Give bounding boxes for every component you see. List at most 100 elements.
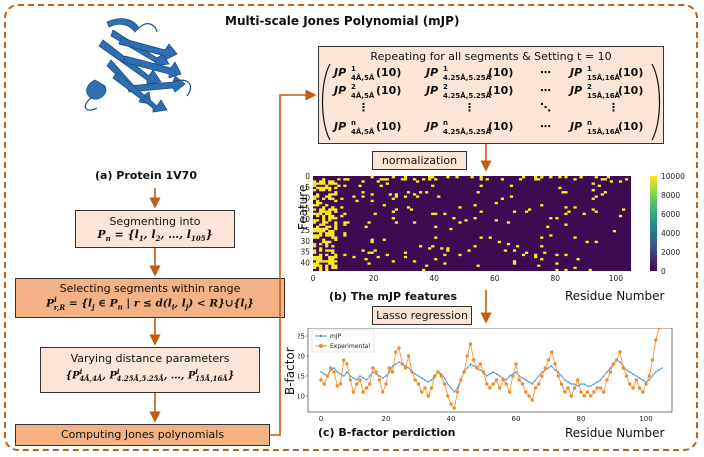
heatmap-cell xyxy=(319,208,323,211)
svg-text:1: 1 xyxy=(351,65,356,73)
heatmap-cell xyxy=(594,240,598,244)
point-mjp xyxy=(398,361,400,363)
heatmap-cell xyxy=(313,258,317,261)
point-experimental xyxy=(384,382,388,386)
heatmap-cell xyxy=(412,260,417,263)
heatmap-cell xyxy=(319,258,323,261)
heatmap-cell xyxy=(479,184,483,187)
point-mjp xyxy=(495,373,498,375)
heatmap-cell xyxy=(479,210,483,213)
heatmap-cell xyxy=(319,223,323,226)
point-mjp xyxy=(339,373,342,375)
bfactor-xtick: 100 xyxy=(639,415,652,423)
heatmap-cell xyxy=(400,178,405,181)
heatmap-cell xyxy=(412,221,417,224)
point-experimental xyxy=(602,390,606,394)
heatmap-cell xyxy=(512,210,517,213)
heatmap-cell xyxy=(331,197,335,200)
heatmap-cell xyxy=(328,260,332,263)
heatmap-cell xyxy=(603,178,607,181)
heatmap-cell xyxy=(322,206,326,209)
heatmap-cell xyxy=(434,258,438,261)
point-experimental xyxy=(420,390,424,394)
heatmap-cell xyxy=(540,258,544,261)
point-experimental xyxy=(517,378,521,382)
heatmap-ylabel: Feature xyxy=(296,184,310,230)
heatmap-cell xyxy=(319,234,323,237)
point-mjp xyxy=(505,379,508,381)
heatmap-plot-area xyxy=(313,176,631,271)
heatmap-caption: (b) The mJP features xyxy=(329,290,458,303)
point-experimental xyxy=(520,382,525,386)
heatmap-cell xyxy=(422,178,426,181)
heatmap-cell xyxy=(331,236,335,239)
heatmap-cell xyxy=(328,182,332,185)
heatmap-cell xyxy=(319,268,323,272)
point-mjp xyxy=(563,379,566,381)
point-mjp xyxy=(521,377,524,379)
heatmap-cell xyxy=(322,260,326,263)
heatmap-cell xyxy=(458,206,462,209)
point-mjp xyxy=(648,379,651,381)
heatmap-cell xyxy=(328,188,332,192)
heatmap-cell xyxy=(334,193,338,196)
heatmap-cell xyxy=(316,195,320,198)
bfactor-ytick: 10 xyxy=(298,393,305,401)
point-mjp xyxy=(583,383,586,385)
heatmap-cell xyxy=(470,176,474,179)
point-mjp xyxy=(456,387,459,389)
heatmap-cell xyxy=(518,178,523,181)
heatmap-ytick: 35 xyxy=(300,248,310,257)
point-experimental xyxy=(605,378,609,382)
heatmap-cell xyxy=(313,242,317,246)
varying-formula: {Pi4Å,4Å, Pi4.25Å,5.25Å, …, Pi15Å,16Å} xyxy=(65,367,235,384)
point-mjp xyxy=(534,379,537,381)
heatmap-cell xyxy=(540,245,544,248)
heatmap-cell xyxy=(534,176,538,179)
heatmap-cell xyxy=(555,253,559,257)
heatmap-cell xyxy=(316,204,320,207)
point-mjp xyxy=(320,371,322,373)
protein-structure-image xyxy=(84,18,192,113)
heatmap-cell xyxy=(325,268,329,272)
heatmap-cell xyxy=(364,258,368,261)
point-experimental xyxy=(550,350,554,354)
svg-text:⋯: ⋯ xyxy=(540,84,551,97)
heatmap-cell xyxy=(322,188,326,192)
point-mjp xyxy=(547,367,550,369)
heatmap-cell xyxy=(379,184,383,187)
point-experimental xyxy=(442,382,447,386)
point-experimental xyxy=(582,394,586,398)
point-mjp xyxy=(323,373,326,375)
heatmap-cell xyxy=(370,238,374,241)
heatmap-cell xyxy=(446,176,450,179)
heatmap-cell xyxy=(543,251,547,254)
matrix-box: Repeating for all segments & Setting t =… xyxy=(318,46,664,144)
heatmap-xtick: 80 xyxy=(551,274,561,283)
heatmap-cell xyxy=(316,236,320,239)
heatmap-cell xyxy=(422,268,426,272)
heatmap-cell xyxy=(485,178,489,181)
heatmap-cell xyxy=(573,266,577,270)
point-mjp xyxy=(420,377,423,379)
point-experimental xyxy=(468,342,473,346)
heatmap-cell xyxy=(624,178,629,181)
heatmap-cell xyxy=(331,193,335,196)
svg-text:(10): (10) xyxy=(488,120,513,133)
heatmap-cell xyxy=(322,186,326,190)
point-mjp xyxy=(573,383,576,385)
heatmap-cell xyxy=(313,221,317,224)
point-experimental xyxy=(611,362,616,366)
heatmap-cell xyxy=(564,253,568,257)
legend-experimental: Experimental xyxy=(330,343,370,350)
point-experimental xyxy=(455,390,460,394)
svg-text:2: 2 xyxy=(587,83,592,91)
heatmap-xlabel: Residue Number xyxy=(565,289,665,303)
heatmap-cell xyxy=(343,232,347,235)
point-mjp xyxy=(466,367,469,369)
svg-text:⋱: ⋱ xyxy=(540,101,551,114)
heatmap-ytick: 15 xyxy=(300,204,310,213)
heatmap-cell xyxy=(373,249,377,252)
point-mjp xyxy=(378,375,381,377)
heatmap-cell xyxy=(325,245,329,248)
